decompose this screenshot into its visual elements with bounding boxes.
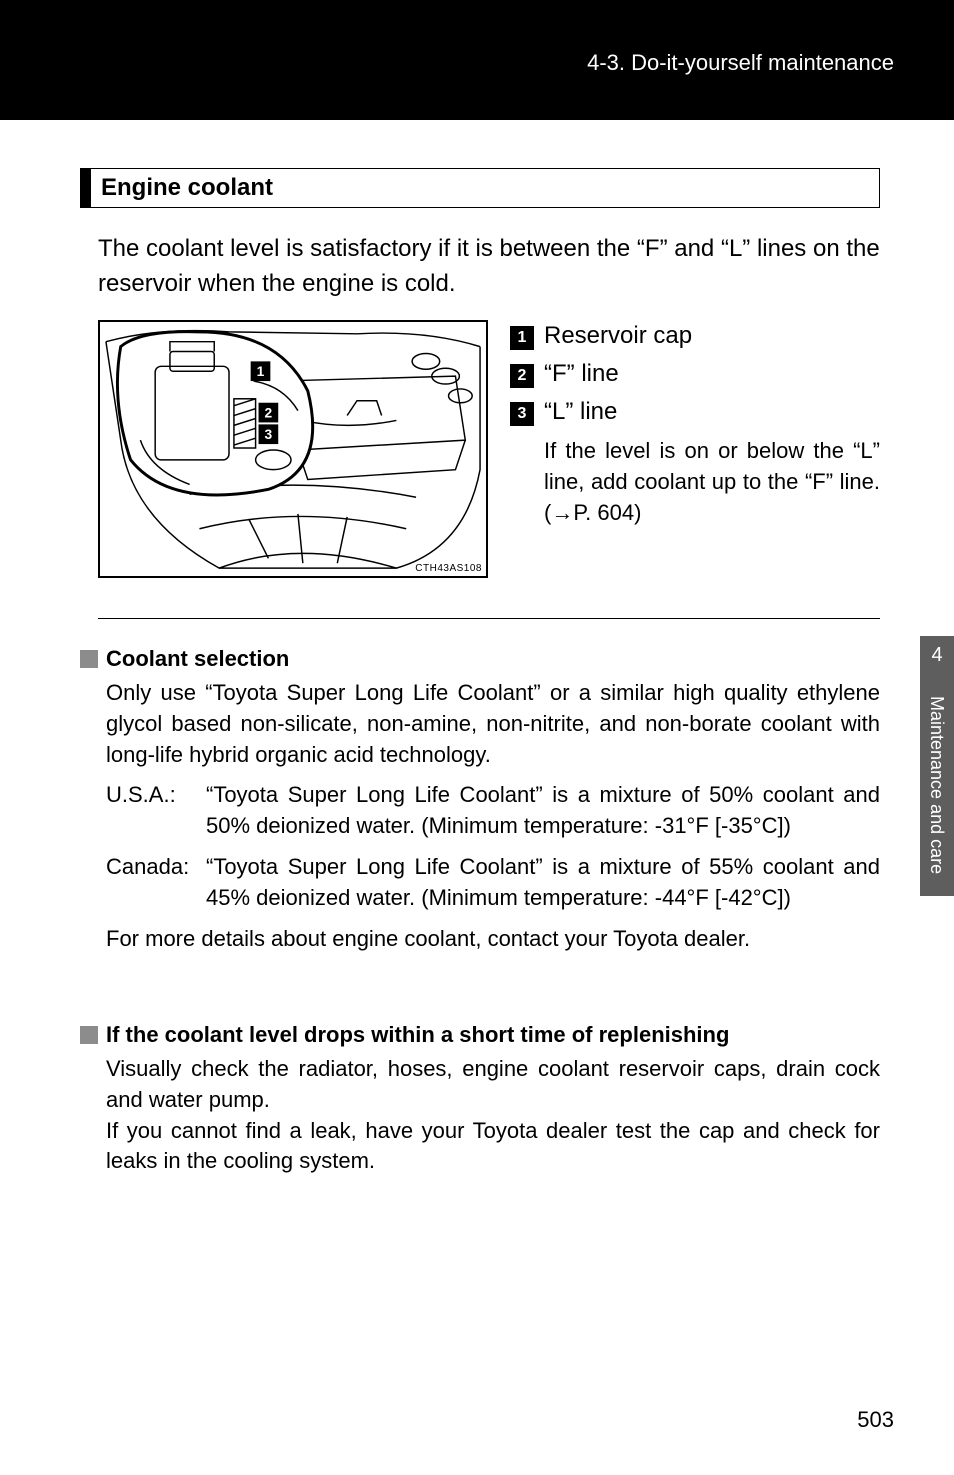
region-label-usa: U.S.A.:: [106, 780, 206, 842]
page: 4-3. Do-it-yourself maintenance 4 Mainte…: [0, 0, 954, 1475]
legend-text-1: Reservoir cap: [544, 322, 692, 350]
page-number: 503: [857, 1407, 894, 1433]
badge-2: 2: [510, 364, 534, 388]
subheading-title: Coolant selection: [106, 646, 289, 672]
side-tab-number: 4: [920, 644, 954, 667]
level-drop-line2: If you cannot find a leak, have your Toy…: [106, 1116, 880, 1178]
callout-3: 3: [265, 427, 273, 442]
legend-row: 2 “F” line: [510, 360, 880, 388]
legend-text-3: “L” line: [544, 398, 617, 426]
callout-1: 1: [257, 364, 265, 379]
level-drop-line1: Visually check the radiator, hoses, engi…: [106, 1054, 880, 1116]
coolant-selection-footer: For more details about engine coolant, c…: [106, 924, 880, 955]
coolant-selection-section: Coolant selection Only use “Toyota Super…: [80, 646, 880, 954]
region-label-canada: Canada:: [106, 852, 206, 914]
callout-2: 2: [265, 405, 273, 420]
side-tab-label: Maintenance and care: [920, 686, 954, 946]
region-canada: Canada: “Toyota Super Long Life Coolant”…: [106, 852, 880, 914]
legend-row: 1 Reservoir cap: [510, 322, 880, 350]
square-bullet-icon: [80, 1026, 98, 1044]
badge-3: 3: [510, 402, 534, 426]
section-path: 4-3. Do-it-yourself maintenance: [587, 50, 894, 76]
legend-text-2: “F” line: [544, 360, 619, 388]
legend-row: 3 “L” line: [510, 398, 880, 426]
region-text-usa: “Toyota Super Long Life Coolant” is a mi…: [206, 780, 880, 842]
subheading-title: If the coolant level drops within a shor…: [106, 1022, 729, 1048]
coolant-selection-body: Only use “Toyota Super Long Life Coolant…: [106, 678, 880, 770]
square-bullet-icon: [80, 650, 98, 668]
engine-line-art: 1 2 3: [100, 322, 486, 576]
heading-accent: [81, 169, 91, 207]
subheading: If the coolant level drops within a shor…: [80, 1022, 880, 1048]
subheading: Coolant selection: [80, 646, 880, 672]
figure-caption: CTH43AS108: [415, 563, 482, 574]
region-text-canada: “Toyota Super Long Life Coolant” is a mi…: [206, 852, 880, 914]
side-tab: 4 Maintenance and care: [920, 636, 954, 896]
intro-text: The coolant level is satisfactory if it …: [98, 232, 880, 302]
divider-line: [98, 618, 880, 619]
level-drop-section: If the coolant level drops within a shor…: [80, 1022, 880, 1177]
heading-bar: Engine coolant: [80, 168, 880, 208]
legend: 1 Reservoir cap 2 “F” line 3 “L” line If…: [510, 322, 880, 528]
legend-note: If the level is on or below the “L” line…: [544, 436, 880, 528]
engine-figure: 1 2 3 CTH43AS108: [98, 320, 488, 578]
badge-1: 1: [510, 326, 534, 350]
region-usa: U.S.A.: “Toyota Super Long Life Coolant”…: [106, 780, 880, 842]
heading-text: Engine coolant: [91, 174, 273, 202]
